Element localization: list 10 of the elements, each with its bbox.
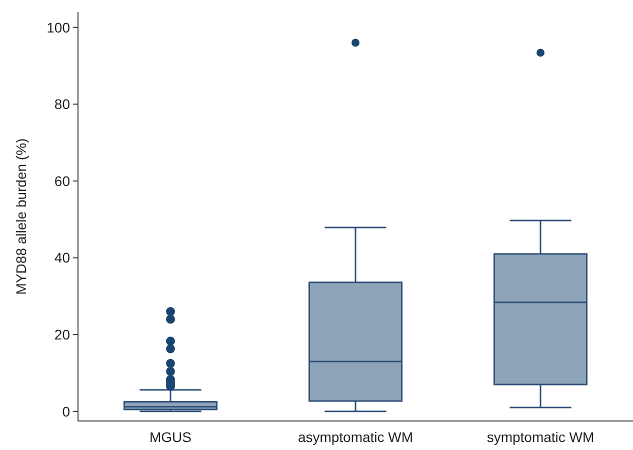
y-axis-title: MYD88 allele burden (%)	[13, 138, 29, 295]
x-tick-label: symptomatic WM	[486, 429, 594, 445]
y-tick-label: 60	[54, 172, 70, 189]
x-tick-label: MGUS	[150, 429, 192, 445]
y-tick-label: 40	[54, 250, 70, 266]
y-tick-label: 0	[62, 403, 70, 420]
y-tick-label: 100	[46, 19, 70, 36]
y-tick-label: 20	[54, 326, 70, 342]
x-tick-label: asymptomatic WM	[298, 429, 414, 445]
y-tick-label: 80	[54, 96, 70, 112]
